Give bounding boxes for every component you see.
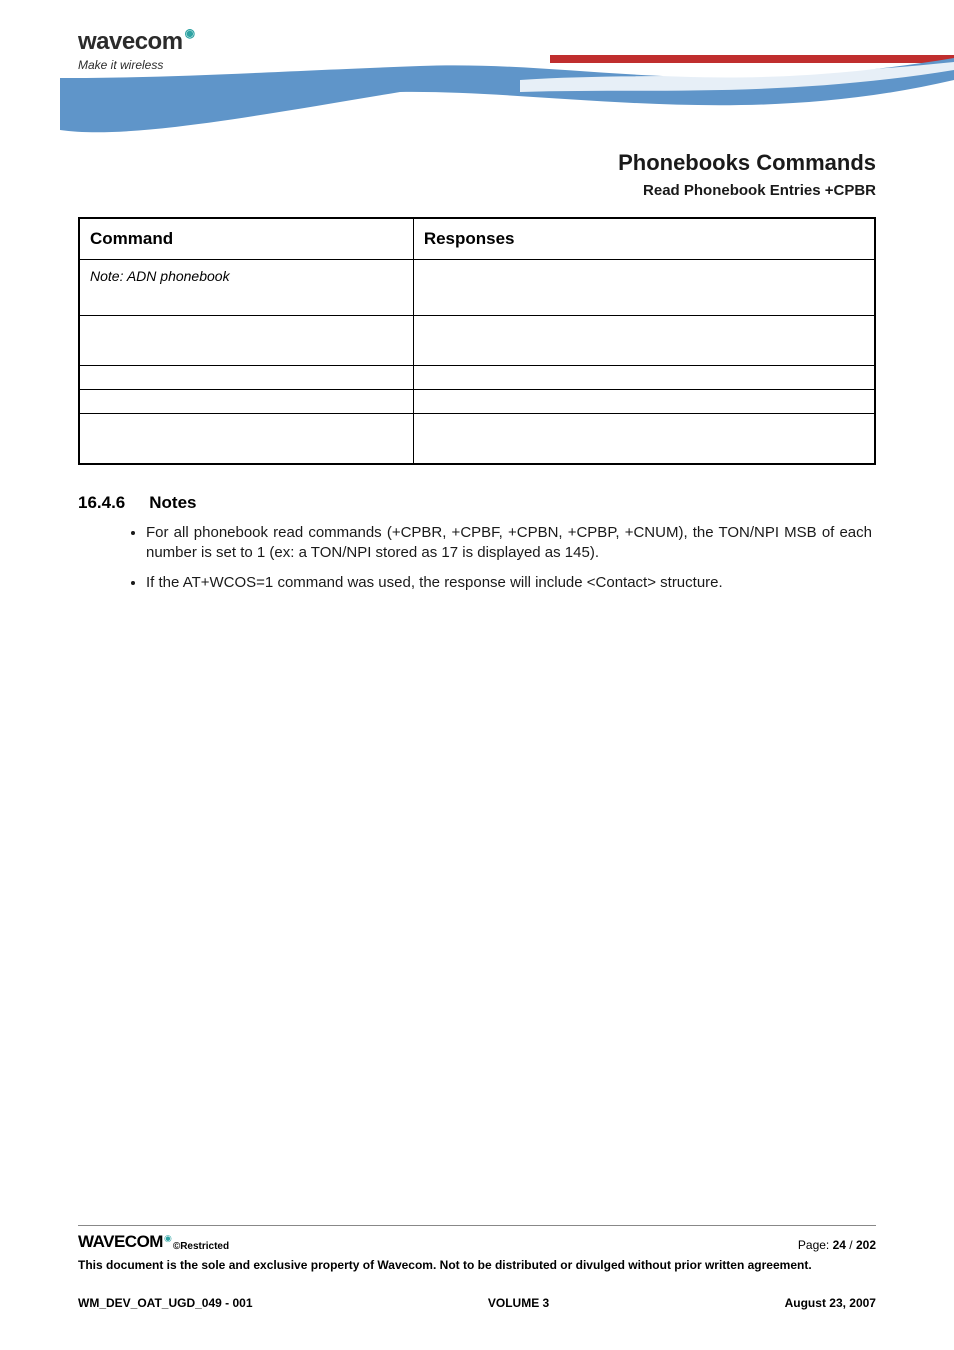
notes-heading: 16.4.6 Notes	[78, 493, 876, 513]
table-cell-command	[79, 414, 413, 464]
table-cell-response	[413, 366, 875, 390]
table-header-responses: Responses	[413, 218, 875, 260]
notes-heading-num: 16.4.6	[78, 493, 125, 512]
notes-list-item: If the AT+WCOS=1 command was used, the r…	[146, 573, 872, 593]
table-row: Note: ADN phonebook	[79, 260, 875, 316]
header-swoosh	[0, 0, 954, 150]
table-row	[79, 390, 875, 414]
footer-line-1: WAVECOM ◉ ©Restricted Page: 24 / 202	[78, 1232, 876, 1252]
notes-list-item: For all phonebook read commands (+CPBR, …	[146, 523, 872, 564]
footer-line-2: WM_DEV_OAT_UGD_049 - 001 VOLUME 3 August…	[78, 1296, 876, 1310]
footer-page-label: Page:	[798, 1238, 833, 1252]
footer-disclaimer: This document is the sole and exclusive …	[78, 1258, 876, 1274]
logo-block: wavecom ◉ Make it wireless	[78, 28, 195, 72]
table-cell-response	[413, 414, 875, 464]
table-row	[79, 316, 875, 366]
section-subtitle: Read Phonebook Entries +CPBR	[78, 182, 876, 199]
footer-logo-swirl-icon: ◉	[164, 1233, 172, 1244]
table-row	[79, 414, 875, 464]
footer-doc-id: WM_DEV_OAT_UGD_049 - 001	[78, 1296, 253, 1310]
logo-tagline: Make it wireless	[78, 58, 195, 72]
page-header: wavecom ◉ Make it wireless	[0, 0, 954, 130]
table-row	[79, 366, 875, 390]
footer-page: Page: 24 / 202	[798, 1238, 876, 1252]
table-cell-command: Note: ADN phonebook	[79, 260, 413, 316]
table-cell-response	[413, 316, 875, 366]
notes-list: For all phonebook read commands (+CPBR, …	[78, 523, 876, 594]
footer-page-sep: /	[846, 1238, 856, 1252]
footer-date: August 23, 2007	[785, 1296, 876, 1310]
footer-page-current: 24	[833, 1238, 846, 1252]
footer-page-total: 202	[856, 1238, 876, 1252]
footer-rule	[78, 1225, 876, 1226]
table-cell-command	[79, 366, 413, 390]
table-cell-command	[79, 390, 413, 414]
command-response-table: Command Responses Note: ADN phonebook	[78, 217, 876, 465]
content-area: Phonebooks Commands Read Phonebook Entri…	[0, 130, 954, 593]
logo-main: wavecom	[78, 28, 183, 56]
table-header-row: Command Responses	[79, 218, 875, 260]
page-footer: WAVECOM ◉ ©Restricted Page: 24 / 202 Thi…	[78, 1225, 876, 1310]
section-title: Phonebooks Commands	[78, 150, 876, 176]
table-header-command: Command	[79, 218, 413, 260]
table-cell-response	[413, 260, 875, 316]
table-cell-command	[79, 316, 413, 366]
table-cell-response	[413, 390, 875, 414]
footer-logo: WAVECOM ◉ ©Restricted	[78, 1232, 229, 1252]
logo-swirl-icon: ◉	[185, 26, 195, 40]
footer-restricted: ©Restricted	[173, 1241, 229, 1252]
footer-logo-text: WAVECOM	[78, 1232, 163, 1252]
footer-volume: VOLUME 3	[488, 1296, 549, 1310]
notes-heading-label: Notes	[149, 493, 196, 512]
logo-text: wavecom ◉	[78, 28, 195, 56]
